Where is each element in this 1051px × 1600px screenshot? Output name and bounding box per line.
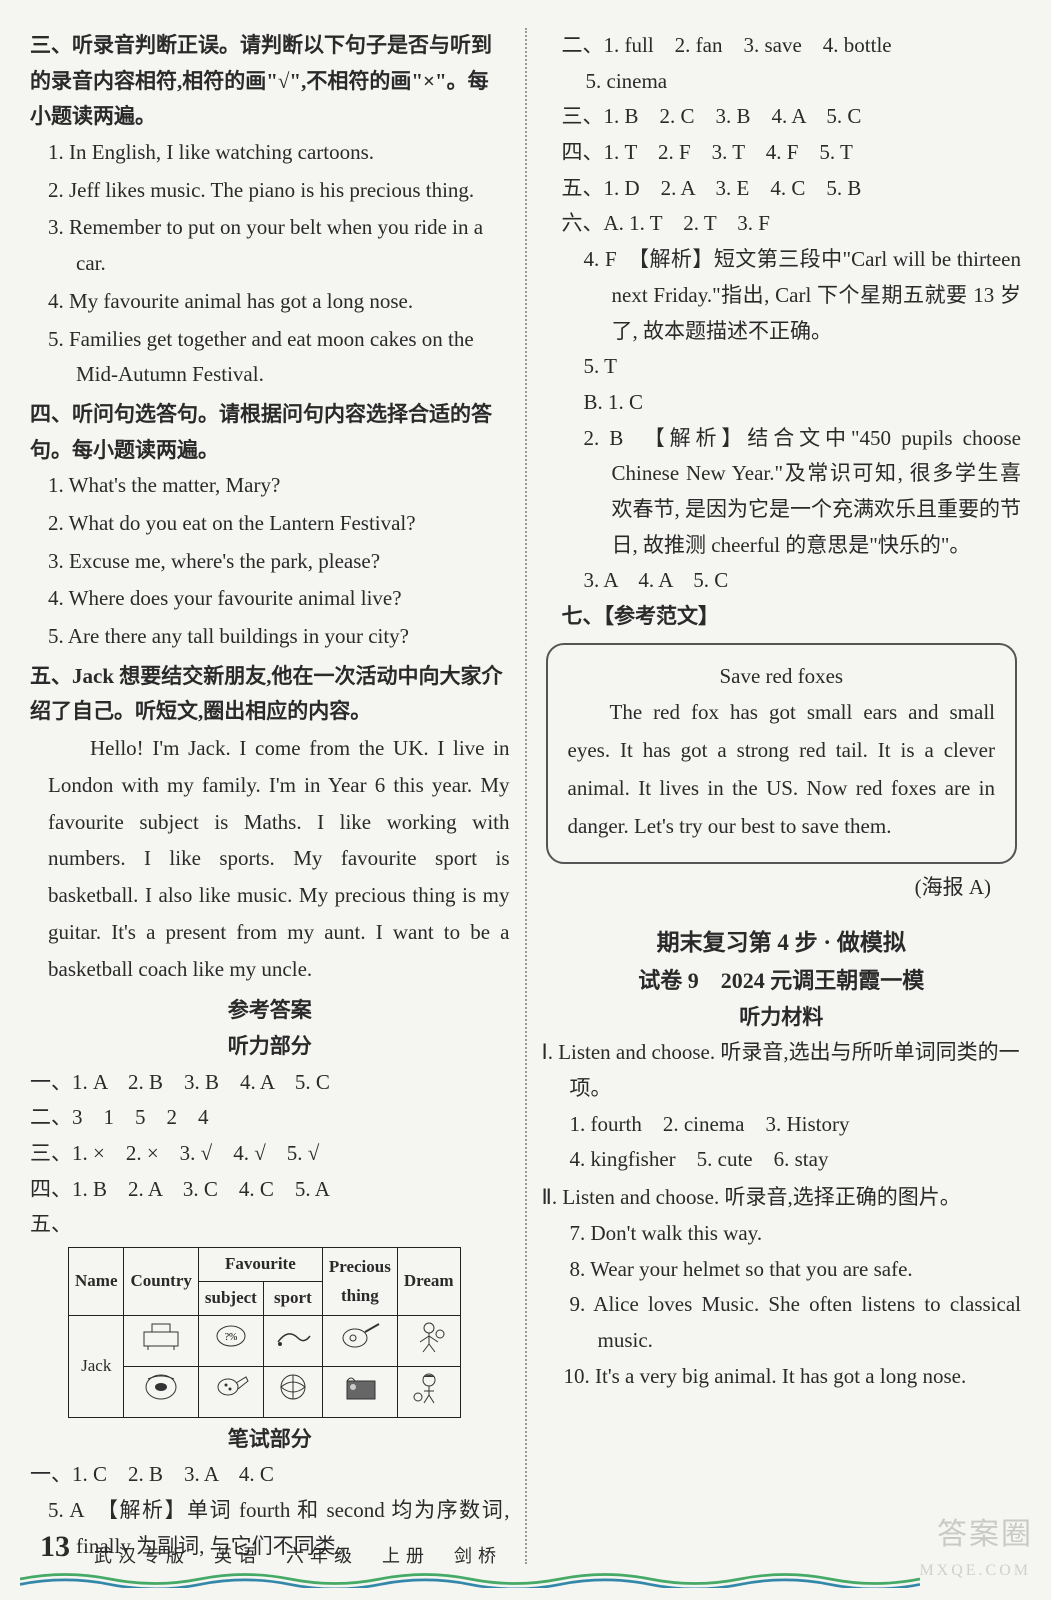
written-1: 一、1. C 2. B 3. A 4. C (30, 1457, 510, 1493)
s3-head: 三、听录音判断正误。请判断以下句子是否与听到的录音内容相符,相符的画"√",不相… (30, 33, 492, 128)
s4-item-1: 1. What's the matter, Mary? (30, 468, 510, 504)
r6b2-text: 2. B 【解析】结合文中"450 pupils choose Chinese … (584, 426, 1022, 557)
th-sport: sport (263, 1282, 322, 1316)
td-name: Jack (69, 1315, 124, 1417)
section-5-table: Name Country Favourite Precious thing Dr… (68, 1247, 461, 1418)
listening-heading: 听力部分 (30, 1029, 510, 1065)
material-heading: 听力材料 (542, 1000, 1022, 1036)
p2-7: 7. Don't walk this way. (542, 1216, 1022, 1252)
page-footer: 13 武汉专版 英语 六年级 上册 剑桥 (40, 1521, 1011, 1572)
s3-item-5: 5. Families get together and eat moon ca… (30, 322, 510, 393)
s3-item-4: 4. My favourite animal has got a long no… (30, 284, 510, 320)
s5-paragraph: Hello! I'm Jack. I come from the UK. I l… (30, 730, 510, 987)
ans-5-wrap: 五、 (30, 1207, 510, 1243)
watermark-url: MXQE.COM (919, 1557, 1031, 1584)
r7-head: 七、【参考范文】 (542, 599, 1022, 635)
r6-5: 5. T (542, 349, 1022, 385)
step-heading: 期末复习第 4 步 · 做模拟 (542, 923, 1022, 962)
r4: 四、1. T 2. F 3. T 4. F 5. T (542, 135, 1022, 171)
s4-head: 四、听问句选答句。请根据问句内容选择合适的答句。每小题读两遍。 (30, 402, 492, 462)
s3-item-3: 3. Remember to put on your belt when you… (30, 210, 510, 281)
s4-item-4: 4. Where does your favourite animal live… (30, 581, 510, 617)
wave-decoration-icon (20, 1570, 920, 1588)
table-row (69, 1366, 461, 1417)
section-3-head: 三、听录音判断正误。请判断以下句子是否与听到的录音内容相符,相符的画"√",不相… (30, 28, 510, 135)
paper-heading: 试卷 9 2024 元调王朝霞一模 (542, 962, 1022, 999)
r6-4-text: 4. F 【解析】短文第三段中"Carl will be thirteen ne… (584, 247, 1022, 342)
p2-8: 8. Wear your helmet so that you are safe… (542, 1252, 1022, 1288)
th-fav: Favourite (198, 1248, 322, 1282)
p1-head: Ⅰ. Listen and choose. 听录音,选出与所听单词同类的一项。 (542, 1040, 1020, 1100)
section-4-head: 四、听问句选答句。请根据问句内容选择合适的答句。每小题读两遍。 (30, 397, 510, 468)
s4-item-5: 5. Are there any tall buildings in your … (30, 619, 510, 655)
essay-title: Save red foxes (568, 659, 996, 695)
ans-1: 一、1. A 2. B 3. B 4. A 5. C (30, 1065, 510, 1101)
s3-item-2: 2. Jeff likes music. The piano is his pr… (30, 173, 510, 209)
p1-items: 1. fourth 2. cinema 3. History (542, 1107, 1022, 1143)
th-subject: subject (198, 1282, 263, 1316)
part1-head: Ⅰ. Listen and choose. 听录音,选出与所听单词同类的一项。 (542, 1035, 1022, 1106)
r6b2: 2. B 【解析】结合文中"450 pupils choose Chinese … (542, 421, 1022, 564)
r6b-rest: 3. A 4. A 5. C (542, 563, 1022, 599)
s4-item-3: 3. Excuse me, where's the park, please? (30, 544, 510, 580)
precious-opt-2-icon (322, 1366, 397, 1417)
r5: 五、1. D 2. A 3. E 4. C 5. B (542, 171, 1022, 207)
p2-10: 10. It's a very big animal. It has got a… (542, 1359, 1022, 1395)
svg-text:?%: ?% (224, 1332, 237, 1343)
subject-opt-1-icon: ?% (198, 1315, 263, 1366)
th-country: Country (124, 1248, 198, 1316)
sport-opt-1-icon (263, 1315, 322, 1366)
r2: 二、1. full 2. fan 3. save 4. bottle (542, 28, 1022, 64)
p2-head: Ⅱ. Listen and choose. 听录音,选择正确的图片。 (542, 1185, 961, 1209)
country-opt-2-icon (124, 1366, 198, 1417)
r3: 三、1. B 2. C 3. B 4. A 5. C (542, 99, 1022, 135)
country-opt-1-icon (124, 1315, 198, 1366)
subject-opt-2-icon (198, 1366, 263, 1417)
s4-item-2: 2. What do you eat on the Lantern Festiv… (30, 506, 510, 542)
dream-opt-1-icon (397, 1315, 460, 1366)
th-dream: Dream (397, 1248, 460, 1316)
table-row: Name Country Favourite Precious thing Dr… (69, 1248, 461, 1282)
answers-heading: 参考答案 (30, 993, 510, 1029)
r6-4: 4. F 【解析】短文第三段中"Carl will be thirteen ne… (542, 242, 1022, 349)
written-heading: 笔试部分 (30, 1422, 510, 1458)
p2-9: 9. Alice loves Music. She often listens … (542, 1287, 1022, 1358)
ans-4: 四、1. B 2. A 3. C 4. C 5. A (30, 1172, 510, 1208)
s5-head: 五、Jack 想要结交新朋友,他在一次活动中向大家介绍了自己。听短文,圈出相应的… (30, 664, 503, 724)
p1-items2: 4. kingfisher 5. cute 6. stay (542, 1142, 1022, 1178)
r6a: 六、A. 1. T 2. T 3. F (542, 206, 1022, 242)
th-precious: Precious thing (322, 1248, 397, 1316)
page-number: 13 (40, 1521, 70, 1572)
ans-2: 二、3 1 5 2 4 (30, 1100, 510, 1136)
essay-source: (海报 A) (542, 870, 1022, 906)
ans-3: 三、1. × 2. × 3. √ 4. √ 5. √ (30, 1136, 510, 1172)
left-column: 三、听录音判断正误。请判断以下句子是否与听到的录音内容相符,相符的画"√",不相… (30, 28, 525, 1564)
essay-body: The red fox has got small ears and small… (568, 694, 996, 845)
watermark: 答案圈 (937, 1509, 1033, 1560)
section-5-head: 五、Jack 想要结交新朋友,他在一次活动中向大家介绍了自己。听短文,圈出相应的… (30, 659, 510, 730)
sport-opt-2-icon (263, 1366, 322, 1417)
footer-text: 武汉专版 英语 六年级 上册 剑桥 (94, 1541, 502, 1572)
r2b: 5. cinema (542, 64, 1022, 100)
dream-opt-2-icon (397, 1366, 460, 1417)
two-column-layout: 三、听录音判断正误。请判断以下句子是否与听到的录音内容相符,相符的画"√",不相… (30, 28, 1021, 1564)
right-column: 二、1. full 2. fan 3. save 4. bottle 5. ci… (527, 28, 1022, 1564)
th-name: Name (69, 1248, 124, 1316)
essay-box: Save red foxes The red fox has got small… (546, 643, 1018, 864)
r6b1: B. 1. C (542, 385, 1022, 421)
part2-head: Ⅱ. Listen and choose. 听录音,选择正确的图片。 (542, 1180, 1022, 1216)
table-row: Jack ?% (69, 1315, 461, 1366)
ans-5-label: 五、 (30, 1207, 72, 1243)
precious-opt-1-icon (322, 1315, 397, 1366)
s3-item-1: 1. In English, I like watching cartoons. (30, 135, 510, 171)
